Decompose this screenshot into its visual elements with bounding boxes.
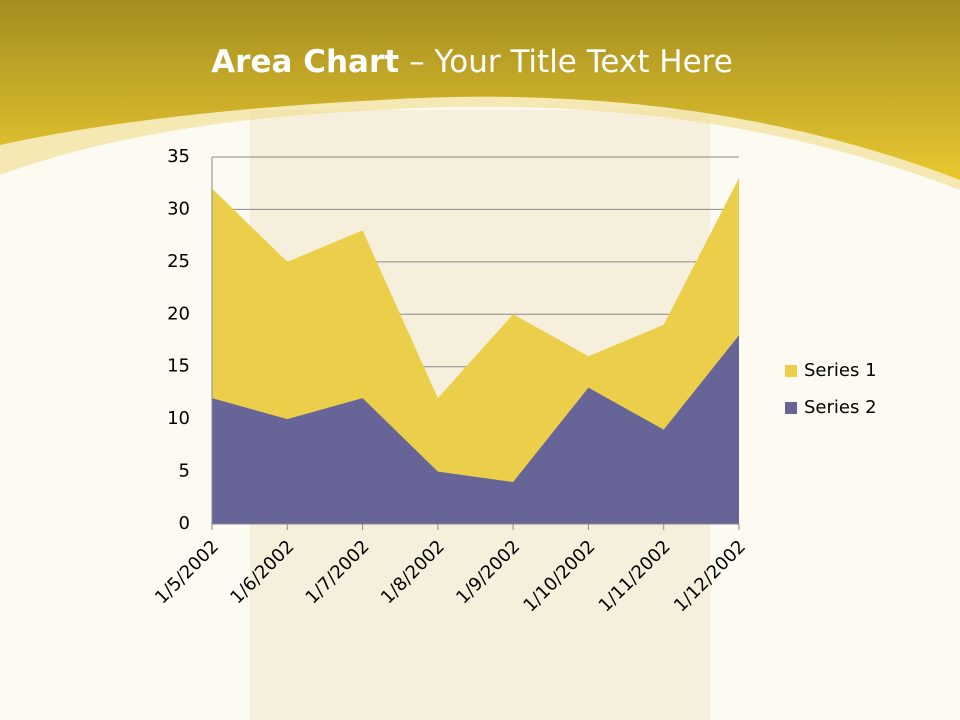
legend-swatch bbox=[785, 365, 797, 377]
y-tick-label: 30 bbox=[167, 198, 190, 219]
title-bold: Area Chart bbox=[211, 44, 399, 80]
legend-label: Series 2 bbox=[804, 397, 877, 418]
title-rest: – Your Title Text Here bbox=[409, 44, 733, 80]
legend-label: Series 1 bbox=[804, 360, 877, 381]
y-tick-label: 5 bbox=[179, 461, 190, 482]
header-band bbox=[0, 0, 960, 180]
y-tick-label: 20 bbox=[167, 303, 190, 324]
y-tick-label: 35 bbox=[167, 146, 190, 167]
area bbox=[212, 335, 739, 524]
legend-swatch bbox=[785, 402, 797, 414]
y-tick-label: 15 bbox=[167, 356, 190, 377]
slide-title: Area Chart – Your Title Text Here bbox=[211, 44, 733, 80]
y-tick-label: 0 bbox=[179, 513, 190, 534]
y-tick-label: 10 bbox=[167, 408, 190, 429]
y-tick-label: 25 bbox=[167, 251, 190, 272]
